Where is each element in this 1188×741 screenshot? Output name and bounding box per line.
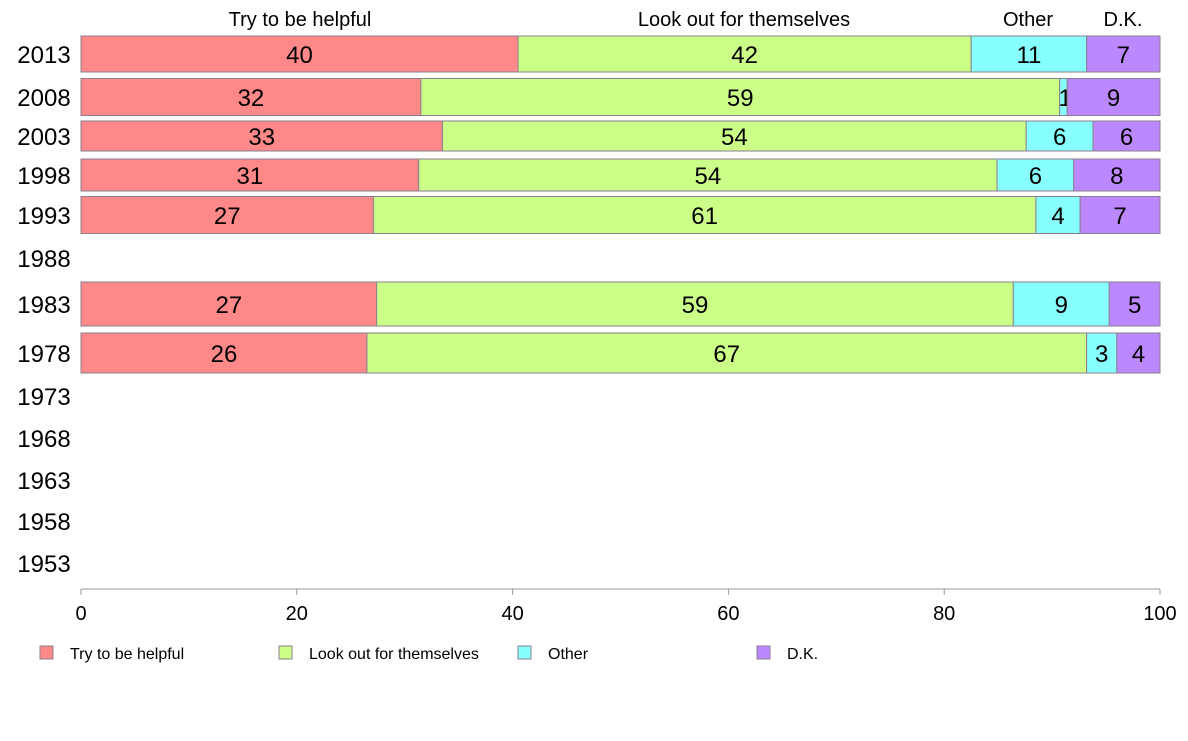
x-tick-label: 80 xyxy=(933,603,955,625)
bar-segment xyxy=(1012,281,1110,327)
year-label: 2013 xyxy=(17,42,70,69)
bar-segment xyxy=(517,35,972,73)
bar-value-label: 54 xyxy=(721,124,748,151)
bar-value-label: 9 xyxy=(1055,292,1068,319)
legend-swatch xyxy=(517,645,532,660)
year-label: 1963 xyxy=(17,468,70,495)
year-label: 1998 xyxy=(17,163,70,190)
bar-value-label: 27 xyxy=(215,292,242,319)
bar-segment xyxy=(80,158,420,192)
bar-segment xyxy=(1086,332,1118,374)
bar-segment xyxy=(1108,281,1161,327)
bar-segment xyxy=(1073,158,1161,192)
x-tick-label: 100 xyxy=(1143,603,1176,625)
year-label: 1978 xyxy=(17,341,70,368)
legend-label: Other xyxy=(548,646,589,663)
year-label: 1968 xyxy=(17,426,70,453)
bar-value-label: 7 xyxy=(1113,203,1126,230)
x-tick-label: 60 xyxy=(717,603,739,625)
bar-value-label: 4 xyxy=(1051,203,1064,230)
bar-segment xyxy=(970,35,1088,73)
bar-segment xyxy=(80,120,443,152)
bar-value-label: 4 xyxy=(1132,341,1145,368)
header-label: Other xyxy=(1003,9,1053,31)
bar-value-label: 6 xyxy=(1120,124,1133,151)
bar-value-label: 6 xyxy=(1053,124,1066,151)
bar-segment xyxy=(80,78,422,116)
bar-value-label: 54 xyxy=(695,163,722,190)
bar-segment xyxy=(1066,78,1161,116)
bar-value-label: 33 xyxy=(248,124,275,151)
legend-label: Look out for themselves xyxy=(309,646,479,663)
bar-value-label: 61 xyxy=(691,203,718,230)
legend-label: Try to be helpful xyxy=(70,646,184,663)
bar-segment xyxy=(420,78,1061,116)
bar-segment xyxy=(441,120,1027,152)
year-label: 2008 xyxy=(17,85,70,112)
legend-swatch xyxy=(756,645,771,660)
bar-value-label: 59 xyxy=(727,85,754,112)
bar-value-label: 9 xyxy=(1107,85,1120,112)
bar-value-label: 42 xyxy=(731,42,758,69)
bar-value-label: 27 xyxy=(214,203,241,230)
bar-value-label: 40 xyxy=(286,42,313,69)
bar-value-label: 5 xyxy=(1128,292,1141,319)
bar-value-label: 31 xyxy=(237,163,264,190)
legend-label: D.K. xyxy=(787,646,818,663)
header-label: Try to be helpful xyxy=(229,9,372,31)
bar-segment xyxy=(372,196,1037,234)
bar-segment xyxy=(1116,332,1161,374)
bar-value-label: 6 xyxy=(1029,163,1042,190)
year-label: 2003 xyxy=(17,124,70,151)
year-label: 1983 xyxy=(17,292,70,319)
bar-value-label: 26 xyxy=(211,341,238,368)
bar-segment xyxy=(80,196,374,234)
x-tick-label: 20 xyxy=(286,603,308,625)
bar-value-label: 32 xyxy=(238,85,265,112)
bar-value-label: 11 xyxy=(1016,42,1041,69)
legend-swatch xyxy=(39,645,54,660)
bar-segment xyxy=(80,35,519,73)
year-label: 1953 xyxy=(17,551,70,578)
bar-segment xyxy=(1079,196,1161,234)
bar-value-label: 59 xyxy=(682,292,709,319)
bar-value-label: 3 xyxy=(1095,341,1108,368)
header-label: Look out for themselves xyxy=(638,9,850,31)
bar-segment xyxy=(418,158,998,192)
year-label: 1973 xyxy=(17,384,70,411)
header-label: D.K. xyxy=(1104,9,1143,31)
bar-segment xyxy=(366,332,1088,374)
x-tick-label: 0 xyxy=(75,603,86,625)
year-label: 1958 xyxy=(17,509,70,536)
bar-segment xyxy=(80,281,378,327)
bar-value-label: 67 xyxy=(713,341,740,368)
legend-swatch xyxy=(278,645,293,660)
bar-value-label: 8 xyxy=(1110,163,1123,190)
bar-segment xyxy=(1092,120,1161,152)
x-tick-label: 40 xyxy=(501,603,523,625)
bar-segment xyxy=(1086,35,1161,73)
year-label: 1993 xyxy=(17,203,70,230)
bar-segment xyxy=(80,332,368,374)
bar-segment xyxy=(1035,196,1081,234)
bar-value-label: 7 xyxy=(1117,42,1130,69)
year-label: 1988 xyxy=(17,246,70,273)
